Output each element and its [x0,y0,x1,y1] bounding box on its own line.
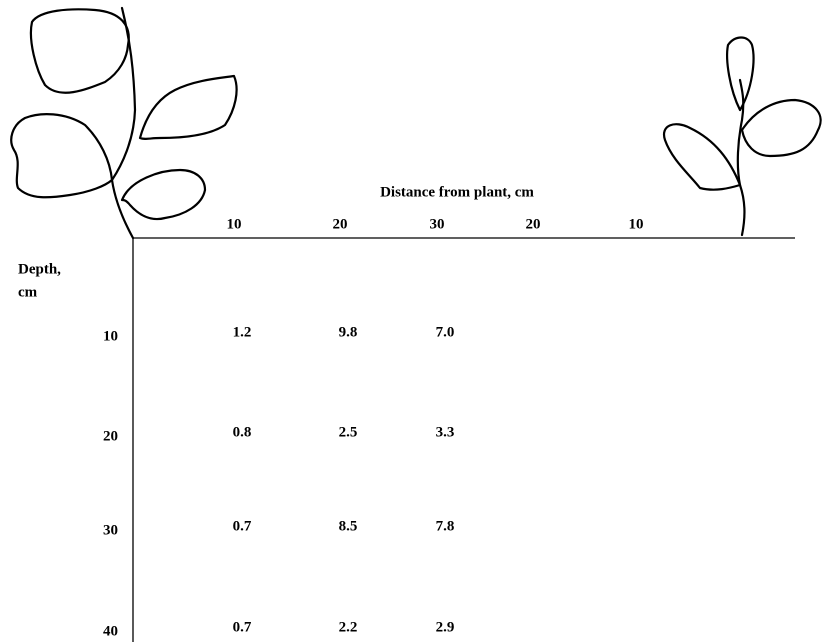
cell-value: 7.8 [436,518,455,534]
cell-value: 9.8 [339,324,358,340]
stem [110,6,137,240]
cell-value: 1.2 [233,324,252,340]
column-label: 20 [526,216,541,232]
cell-value: 0.8 [233,424,252,440]
leaf [662,123,742,191]
column-label: 10 [227,216,242,232]
depth-label: Depth, [18,261,61,277]
depth-value: 30 [103,522,118,538]
cell-value: 8.5 [339,518,358,534]
cell-value: 2.2 [339,619,358,635]
leaf [10,113,114,199]
cell-value: 2.9 [436,619,455,635]
leaf [138,74,238,140]
cell-value: 2.5 [339,424,358,440]
leaf [120,168,207,221]
stem [736,78,746,237]
cell-value: 0.7 [233,619,252,635]
depth-label: cm [18,284,38,300]
cell-value: 7.0 [436,324,455,340]
leaf [726,36,755,112]
leaf [29,8,130,94]
cell-value: 3.3 [436,424,455,440]
right-plant [662,36,822,237]
column-label: 10 [629,216,644,232]
column-label: 30 [430,216,445,232]
left-plant [10,6,238,240]
depth-value: 10 [103,328,118,344]
depth-value: 20 [103,428,118,444]
column-label: 20 [333,216,348,232]
distance-title: Distance from plant, cm [380,184,534,200]
cell-value: 0.7 [233,518,252,534]
leaf [740,98,822,158]
depth-value: 40 [103,623,118,639]
